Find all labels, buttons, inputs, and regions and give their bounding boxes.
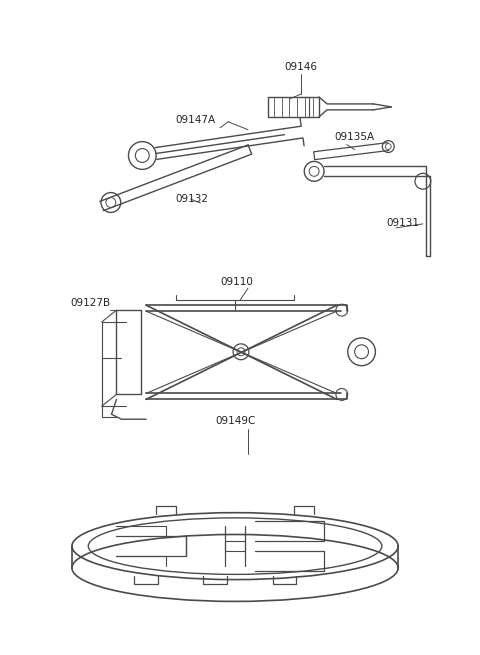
- Text: 09147A: 09147A: [176, 115, 216, 125]
- Text: 09132: 09132: [176, 194, 209, 204]
- Text: 09135A: 09135A: [334, 132, 374, 141]
- Text: 09146: 09146: [285, 62, 317, 72]
- Text: 09149C: 09149C: [216, 416, 256, 426]
- Text: 09127B: 09127B: [70, 298, 110, 309]
- Text: 09131: 09131: [386, 218, 420, 228]
- Text: 09110: 09110: [220, 278, 253, 288]
